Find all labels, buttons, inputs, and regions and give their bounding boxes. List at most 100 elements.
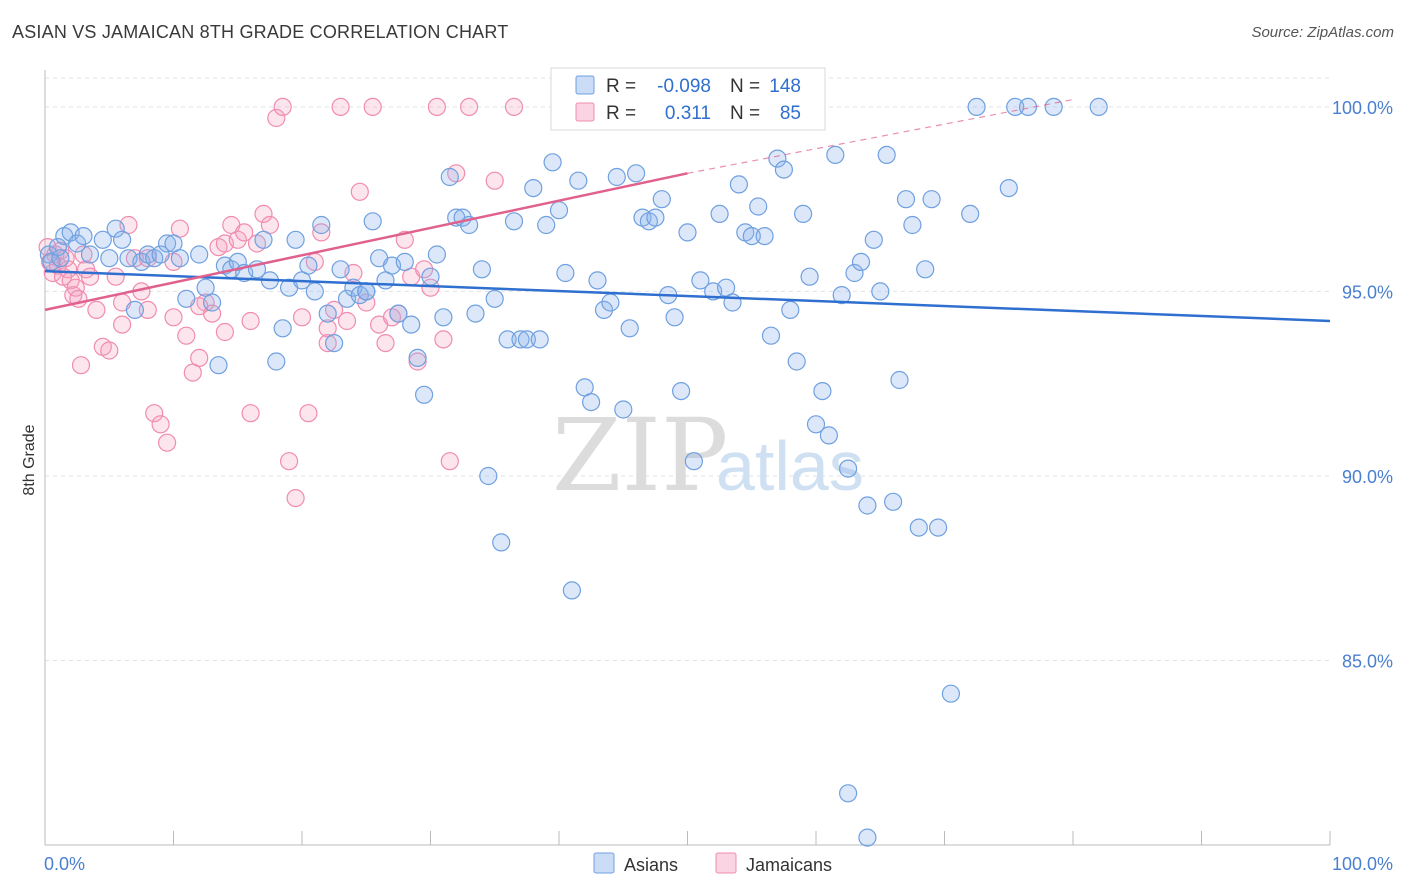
asians-point [581, 393, 601, 412]
stats-jamaicans-r-label: R = [606, 103, 636, 124]
asians-point [620, 319, 639, 338]
asians-point [415, 385, 434, 404]
watermark-atlas: atlas [716, 427, 864, 505]
asians-point [806, 415, 826, 434]
asians-point [286, 230, 305, 249]
asians-point [466, 304, 485, 323]
asians-point [537, 215, 556, 235]
y-tick-label: 95.0% [1342, 282, 1393, 302]
legend-asians-swatch [593, 852, 615, 874]
asians-trend-line [44, 269, 1331, 323]
asians-point [299, 256, 318, 275]
jamaicans-point [228, 230, 247, 249]
jamaicans-point [106, 267, 125, 286]
jamaicans-point [267, 108, 286, 128]
y-tick-label: 90.0% [1342, 467, 1393, 487]
asians-point [761, 326, 781, 345]
asians-point [485, 289, 504, 308]
jamaicans-point [286, 489, 305, 508]
asians-point [562, 581, 582, 600]
asians-point [363, 212, 382, 231]
asians-point [112, 230, 132, 249]
asians-point [1089, 97, 1108, 117]
asians-point [254, 230, 273, 249]
y-axis-label: 8th Grade [21, 424, 38, 495]
asians-point [665, 308, 684, 327]
asians-point [511, 330, 530, 349]
asians-point [626, 164, 646, 183]
jamaicans-point [138, 300, 157, 319]
asians-point [203, 293, 222, 312]
asians-point [151, 245, 170, 264]
asians-point [421, 267, 440, 286]
stats-asians-n: 148 [769, 76, 801, 97]
asians-point [845, 263, 864, 283]
axes [44, 70, 1331, 846]
asians-point [941, 684, 961, 703]
asians-point [601, 293, 620, 312]
asians-point [51, 249, 70, 268]
jamaicans-point [427, 97, 446, 117]
asians-point [74, 227, 93, 246]
asians-point [569, 171, 588, 190]
jamaicans-point [190, 348, 209, 367]
jamaicans-point [434, 330, 453, 349]
asians-point [671, 382, 691, 401]
asians-point [819, 426, 839, 445]
asians-point [549, 201, 569, 220]
chart-source: Source: ZipAtlas.com [1251, 24, 1394, 41]
asians-point [768, 149, 787, 168]
asians-point [896, 190, 916, 209]
asians-point [106, 219, 125, 238]
jamaicans-point [66, 278, 85, 297]
asians-point [273, 319, 292, 338]
asians-point [427, 245, 446, 264]
legend: Asians Jamaicans [593, 852, 832, 875]
asians-point [492, 533, 511, 552]
asians-point [395, 252, 414, 271]
asians-point [80, 245, 100, 264]
asians-point [652, 190, 671, 209]
asians-point [646, 208, 665, 227]
jamaicans-point [280, 452, 299, 471]
stats-jamaicans-swatch [575, 102, 595, 122]
asians-point [903, 215, 922, 235]
asians-point [125, 300, 144, 319]
asians-point [594, 300, 614, 319]
jamaicans-point [74, 245, 93, 264]
asians-point [877, 145, 896, 164]
asians-point [961, 204, 980, 223]
asians-point [916, 260, 935, 279]
asians-point [498, 330, 517, 349]
asians-point [408, 348, 427, 367]
asians-point [588, 271, 607, 290]
jamaicans-point [312, 223, 331, 242]
stats-asians-swatch [575, 75, 595, 95]
grid-lines [45, 77, 1330, 661]
asians-point [389, 304, 408, 323]
asians-point [883, 492, 903, 511]
jamaicans-point [350, 182, 369, 201]
asians-point [440, 167, 459, 187]
asians-point [209, 356, 228, 375]
jamaicans-point [363, 97, 382, 117]
stats-asians-r: -0.098 [657, 76, 711, 97]
asians-point [684, 452, 704, 471]
jamaicans-point [376, 334, 395, 353]
jamaicans-point [145, 404, 164, 423]
asians-point [312, 215, 331, 235]
asians-point [48, 238, 68, 257]
jamaicans-point [299, 404, 318, 423]
stats-jamaicans-r: 0.311 [665, 103, 711, 124]
stats-jamaicans-n-label: N = [730, 103, 760, 124]
asians-point [832, 286, 851, 305]
asians-point [331, 260, 350, 279]
jamaicans-point [71, 356, 91, 375]
asians-point [838, 459, 858, 478]
asians-point [928, 518, 948, 537]
asians-point [318, 304, 337, 323]
jamaicans-point [112, 315, 132, 334]
asians-point [170, 249, 189, 268]
asians-point [190, 245, 209, 264]
